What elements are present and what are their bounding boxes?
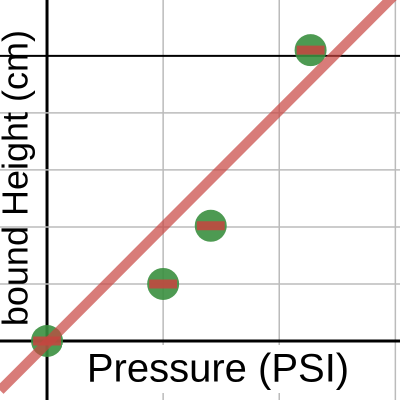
plot (0, 0, 397, 394)
x-axis-label: Pressure (PSI) (87, 347, 349, 391)
trendline (0, 0, 397, 394)
label-bg (62, 345, 380, 393)
y-axis-label: bound Height (cm) (0, 30, 36, 326)
